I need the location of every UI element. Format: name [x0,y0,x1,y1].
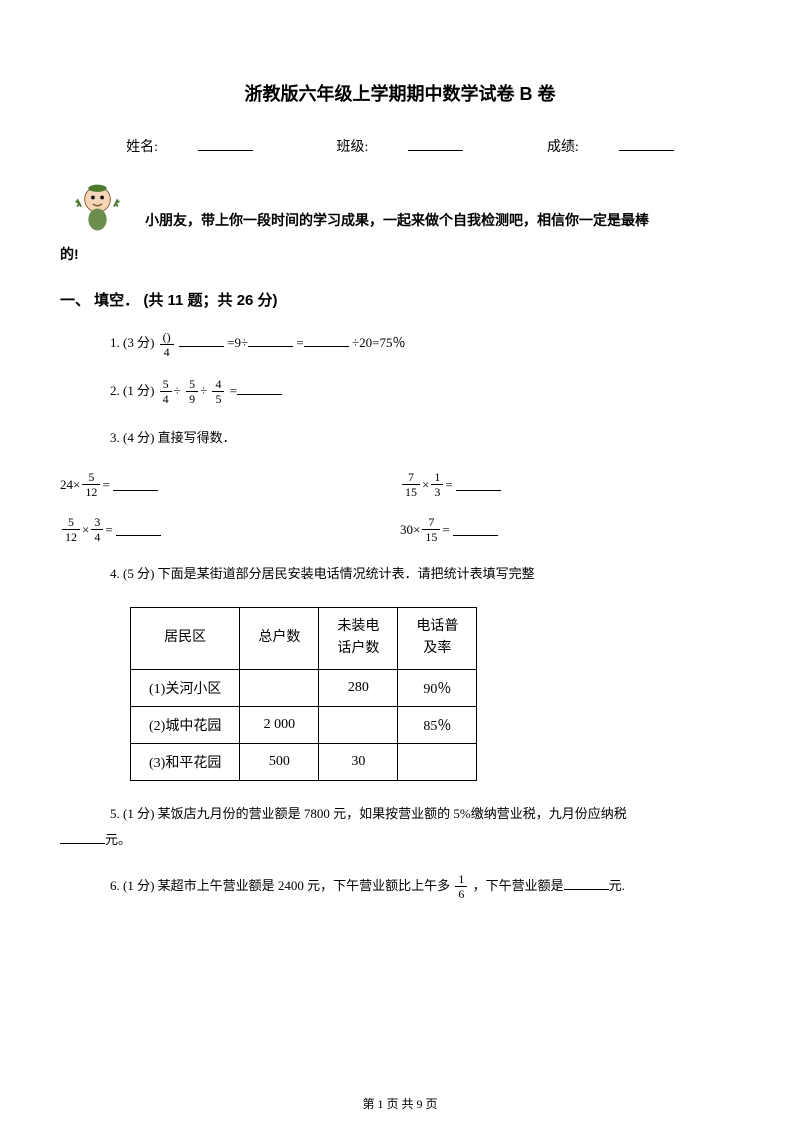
intro-text-2: 的! [60,244,740,264]
mascot-icon [70,181,125,236]
calc-row-2: 512 × 34 = 30× 715 = [60,516,740,543]
class-label: 班级: [337,140,369,155]
question-1: 1. (3 分) ()4 =9÷ = ÷20=75％ [60,330,740,358]
question-6: 6. (1 分) 某超市上午营业额是 2400 元，下午营业额比上午多 16 ，… [60,873,740,901]
name-blank [198,137,253,151]
score-label: 成绩: [547,140,579,155]
question-5: 5. (1 分) 某饭店九月份的营业额是 7800 元，如果按营业额的 5%缴纳… [60,801,740,853]
question-3: 3. (4 分) 直接写得数． [60,425,740,451]
question-2: 2. (1 分) 54÷ 59÷ 45 = [60,378,740,406]
table-row: (2)城中花园2 00085％ [131,706,477,743]
table-header-total: 总户数 [240,608,319,670]
page-footer: 第 1 页 共 9 页 [0,1095,800,1112]
intro-text-1: 小朋友，带上你一段时间的学习成果，一起来做个自我检测吧，相信你一定是最棒 [145,205,649,236]
table-row: (3)和平花园50030 [131,743,477,780]
score-blank [619,137,674,151]
table-header-area: 居民区 [131,608,240,670]
statistics-table: 居民区 总户数 未装电话户数 电话普及率 (1)关河小区28090％ (2)城中… [130,607,477,781]
table-row: (1)关河小区28090％ [131,669,477,706]
student-info: 姓名: 班级: 成绩: [60,136,740,156]
question-4: 4. (5 分) 下面是某街道部分居民安装电话情况统计表．请把统计表填写完整 [60,561,740,587]
calc-row-1: 24× 512 = 715 × 13 = [60,471,740,498]
table-header-noinstall: 未装电话户数 [319,608,398,670]
section-heading: 一、 填空． (共 11 题；共 26 分) [60,289,740,310]
exam-title: 浙教版六年级上学期期中数学试卷 B 卷 [60,80,740,106]
name-label: 姓名: [126,140,158,155]
class-blank [408,137,463,151]
table-header-rate: 电话普及率 [398,608,477,670]
